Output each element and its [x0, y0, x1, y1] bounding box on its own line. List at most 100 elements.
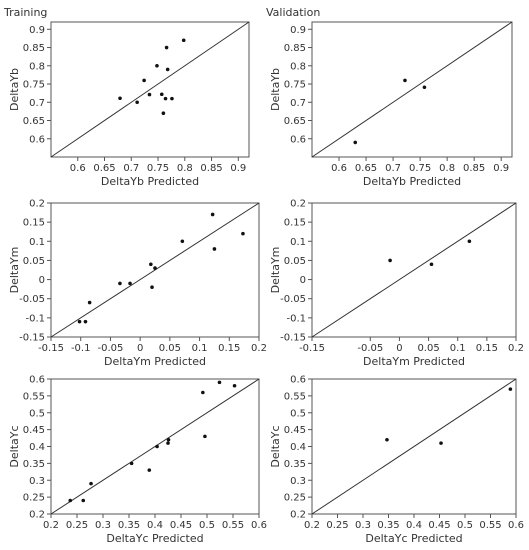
x-tick-label: 0.35 — [118, 520, 140, 531]
y-tick-label: -0.05 — [280, 294, 306, 305]
data-point — [217, 380, 222, 385]
data-point — [149, 262, 153, 267]
data-point — [89, 481, 93, 486]
x-tick-label: 0.05 — [417, 343, 439, 354]
x-tick-label: 0.6 — [331, 163, 347, 174]
data-point — [147, 92, 152, 97]
x-tick-label: 0.6 — [508, 520, 524, 531]
y-tick-label: 0.2 — [29, 510, 45, 521]
y-axis-label: DeltaYc — [8, 425, 21, 467]
data-point — [203, 434, 207, 439]
data-point — [155, 444, 159, 449]
x-tick-label: 0.25 — [66, 520, 88, 531]
data-point — [164, 45, 169, 50]
reference-line — [311, 21, 513, 158]
panel-yc-validation: 0.2 0.25 0.3 0.35 0.4 0.45 0.5 0.55 0.6 0.2 0.25 0.… — [269, 375, 524, 546]
y-tick-label: 0.35 — [284, 459, 306, 470]
data-point — [142, 78, 146, 83]
y-axis-label: DeltaYm — [8, 247, 21, 294]
data-point — [201, 390, 205, 395]
y-tick-label: 0.05 — [23, 256, 45, 267]
panel-ym-validation: -0.15 -0.05 0 0.05 0.1 0.15 0.2 -0.15 -0.1 -0.05 0… — [269, 199, 524, 369]
data-point — [212, 247, 217, 251]
data-point — [155, 63, 159, 68]
x-tick-label: 0.2 — [304, 520, 320, 531]
y-tick-label: 0.05 — [284, 256, 306, 267]
y-tick-label: 0.8 — [290, 61, 306, 72]
reference-line — [50, 378, 260, 515]
x-tick-label: 0.5 — [199, 520, 215, 531]
x-axis-label: DeltaYm Predicted — [104, 355, 206, 368]
y-tick-label: 0.65 — [284, 116, 306, 127]
y-tick-label: 0.3 — [29, 476, 45, 487]
data-point — [385, 437, 389, 442]
x-tick-label: 0.85 — [200, 163, 222, 174]
x-tick-label: 0 — [137, 343, 143, 354]
y-tick-label: 0.35 — [23, 459, 45, 470]
y-tick-label: 0.6 — [290, 375, 306, 386]
y-tick-label: 0.85 — [284, 43, 306, 54]
panel-yb-validation: 0.6 0.65 0.7 0.75 0.8 0.85 0.9 0.6 0.65 0.7 0.75 0.… — [269, 21, 513, 188]
x-tick-label: 0.45 — [170, 520, 192, 531]
x-tick-label: 0.7 — [385, 163, 401, 174]
x-tick-label: 0.55 — [479, 520, 501, 531]
x-tick-label: 0.15 — [476, 343, 498, 354]
x-tick-label: 0.9 — [230, 163, 246, 174]
y-tick-label: 0.6 — [290, 134, 306, 145]
y-tick-label: 0.2 — [290, 510, 306, 521]
y-tick-label: 0.75 — [23, 80, 45, 91]
data-point — [467, 239, 472, 244]
x-tick-label: 0.8 — [177, 163, 193, 174]
y-tick-label: 0.5 — [29, 408, 45, 419]
data-point — [429, 262, 434, 267]
x-tick-label: 0.9 — [493, 163, 509, 174]
data-point — [161, 111, 166, 116]
reference-line — [311, 378, 517, 515]
y-axis-label: DeltaYc — [269, 425, 282, 467]
y-tick-label: 0.85 — [23, 43, 45, 54]
y-tick-label: 0.9 — [290, 25, 306, 36]
y-tick-label: 0.65 — [23, 116, 45, 127]
x-tick-label: 0.1 — [450, 343, 466, 354]
y-tick-label: 0.5 — [290, 408, 306, 419]
x-tick-label: 0.35 — [377, 520, 399, 531]
panel-yb-training: 0.6 0.65 0.7 0.75 0.8 0.85 0.9 0.6 0.65 0.7 0.75 0.… — [8, 21, 250, 188]
x-axis-label: DeltaYc Predicted — [106, 532, 203, 545]
reference-line — [311, 202, 517, 338]
data-point — [165, 67, 170, 72]
x-tick-label: 0.3 — [95, 520, 111, 531]
y-tick-label: 0.6 — [29, 375, 45, 386]
x-tick-label: 0.25 — [326, 520, 348, 531]
data-point — [129, 461, 134, 466]
y-tick-label: 0.8 — [29, 61, 45, 72]
y-axis-label: DeltaYb — [269, 68, 282, 111]
y-tick-label: 0.75 — [284, 80, 306, 91]
plot-frame — [50, 202, 260, 338]
x-tick-label: 0.55 — [222, 520, 244, 531]
validation-header: Validation — [266, 6, 320, 19]
reference-line — [50, 202, 260, 338]
y-tick-label: -0.05 — [19, 294, 45, 305]
panel-ym-training: -0.15 -0.1 -0.05 0 0.05 0.1 0.15 0.2 -0.15 -0.1 -0… — [8, 199, 267, 369]
data-point — [159, 92, 164, 97]
x-tick-label: 0.2 — [43, 520, 59, 531]
y-tick-label: 0.4 — [290, 442, 306, 453]
x-tick-label: 0.75 — [409, 163, 431, 174]
data-point — [439, 441, 443, 445]
x-tick-label: 0.7 — [123, 163, 139, 174]
y-tick-label: -0.15 — [19, 333, 45, 344]
data-point — [81, 498, 86, 503]
y-tick-label: 0.2 — [290, 199, 306, 210]
panels: 0.6 0.65 0.7 0.75 0.8 0.85 0.9 0.6 0.65 0.7 0.75 0.… — [8, 21, 524, 546]
data-point — [118, 96, 122, 101]
data-point — [163, 96, 168, 101]
y-tick-label: 0.55 — [23, 391, 45, 402]
x-tick-label: 0.2 — [508, 343, 524, 354]
y-tick-label: 0.1 — [29, 237, 45, 248]
x-tick-label: 0.3 — [355, 520, 371, 531]
data-point — [77, 319, 82, 324]
x-tick-label: 0.4 — [406, 520, 422, 531]
training-header: Training — [3, 6, 47, 19]
data-point — [147, 468, 152, 472]
